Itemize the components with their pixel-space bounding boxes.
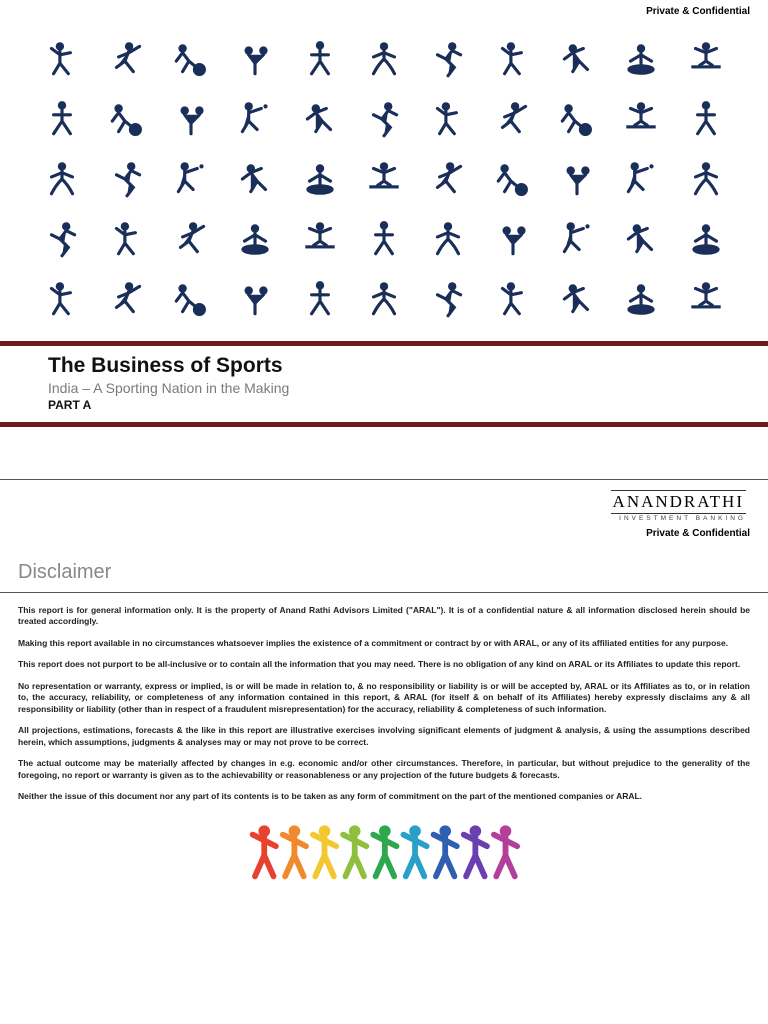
- sport-pictogram-icon: [32, 271, 92, 327]
- brand-tagline: INVESTMENT BANKING: [611, 514, 746, 522]
- thin-divider-2: [0, 592, 768, 593]
- disclaimer-paragraph: Making this report available in no circu…: [18, 638, 750, 649]
- sport-pictogram-icon: [289, 211, 349, 267]
- sport-pictogram-icon: [418, 211, 478, 267]
- sport-pictogram-icon: [611, 211, 671, 267]
- confidential-label-2: Private & Confidential: [0, 522, 768, 539]
- sport-pictogram-icon: [418, 151, 478, 207]
- sport-pictogram-icon: [676, 271, 736, 327]
- title-subtitle: India – A Sporting Nation in the Making: [48, 380, 768, 396]
- sport-pictogram-icon: [483, 211, 543, 267]
- sport-pictogram-icon: [611, 91, 671, 147]
- brand-name: ANANDRATHI: [611, 490, 746, 514]
- sport-pictogram-icon: [225, 271, 285, 327]
- sport-pictogram-icon: [676, 91, 736, 147]
- sport-pictogram-icon: [676, 211, 736, 267]
- sport-pictogram-icon: [483, 151, 543, 207]
- sport-pictogram-icon: [161, 151, 221, 207]
- sport-pictogram-icon: [611, 31, 671, 87]
- disclaimer-paragraph: This report does not purport to be all-i…: [18, 659, 750, 670]
- sport-pictogram-icon: [418, 31, 478, 87]
- sport-pictogram-icon: [161, 211, 221, 267]
- sport-pictogram-icon: [225, 151, 285, 207]
- disclaimer-paragraph: No representation or warranty, express o…: [18, 681, 750, 715]
- sport-pictogram-icon: [96, 151, 156, 207]
- sport-pictogram-icon: [547, 211, 607, 267]
- sport-pictogram-icon: [354, 211, 414, 267]
- sport-pictogram-icon: [96, 31, 156, 87]
- sport-pictogram-icon: [483, 271, 543, 327]
- sport-pictogram-icon: [547, 91, 607, 147]
- sport-pictogram-icon: [676, 151, 736, 207]
- divider-bar-bottom: [0, 422, 768, 427]
- disclaimer-paragraph: All projections, estimations, forecasts …: [18, 725, 750, 748]
- sport-pictogram-icon: [289, 151, 349, 207]
- disclaimer-paragraph: This report is for general information o…: [18, 605, 750, 628]
- title-main: The Business of Sports: [48, 354, 768, 378]
- sport-pictogram-icon: [483, 31, 543, 87]
- sport-pictogram-icon: [225, 91, 285, 147]
- sport-pictogram-icon: [32, 151, 92, 207]
- sport-pictogram-icon: [32, 211, 92, 267]
- disclaimer-paragraph: Neither the issue of this document nor a…: [18, 791, 750, 802]
- rainbow-figures: [0, 823, 768, 881]
- sport-pictogram-grid: [24, 25, 744, 333]
- sport-pictogram-icon: [96, 271, 156, 327]
- sport-pictogram-icon: [32, 91, 92, 147]
- sport-pictogram-icon: [161, 31, 221, 87]
- sport-pictogram-icon: [547, 31, 607, 87]
- sport-pictogram-icon: [225, 211, 285, 267]
- sport-pictogram-icon: [96, 91, 156, 147]
- confidential-label: Private & Confidential: [0, 0, 768, 19]
- sport-pictogram-icon: [32, 31, 92, 87]
- disclaimer-heading: Disclaimer: [0, 539, 768, 588]
- sport-pictogram-icon: [354, 91, 414, 147]
- sport-pictogram-icon: [161, 271, 221, 327]
- sport-pictogram-icon: [289, 271, 349, 327]
- sport-pictogram-icon: [418, 91, 478, 147]
- title-part: PART A: [48, 398, 768, 412]
- sport-pictogram-icon: [547, 151, 607, 207]
- sport-pictogram-icon: [96, 211, 156, 267]
- sport-pictogram-icon: [161, 91, 221, 147]
- disclaimer-body: This report is for general information o…: [0, 605, 768, 803]
- sport-pictogram-icon: [354, 31, 414, 87]
- disclaimer-paragraph: The actual outcome may be materially aff…: [18, 758, 750, 781]
- sport-pictogram-icon: [418, 271, 478, 327]
- brand-row: ANANDRATHI INVESTMENT BANKING: [0, 480, 768, 522]
- sport-pictogram-icon: [547, 271, 607, 327]
- sport-pictogram-icon: [225, 31, 285, 87]
- sport-pictogram-icon: [483, 91, 543, 147]
- title-block: The Business of Sports India – A Sportin…: [0, 346, 768, 416]
- sport-pictogram-icon: [289, 31, 349, 87]
- sport-pictogram-icon: [611, 271, 671, 327]
- sport-pictogram-icon: [676, 31, 736, 87]
- sport-pictogram-icon: [611, 151, 671, 207]
- sport-pictogram-icon: [354, 271, 414, 327]
- sport-pictogram-icon: [354, 151, 414, 207]
- sport-pictogram-icon: [289, 91, 349, 147]
